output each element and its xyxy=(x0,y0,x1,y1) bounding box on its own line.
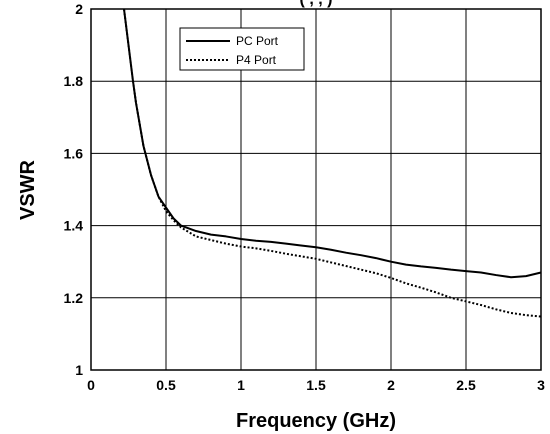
series-line-pc-port xyxy=(123,8,542,279)
x-tick-label: 3 xyxy=(537,377,545,393)
legend-label-pc-port: PC Port xyxy=(236,34,279,48)
x-tick-label: 2.5 xyxy=(456,377,476,393)
x-tick-label: 0.5 xyxy=(156,377,176,393)
legend-label-p4-port: P4 Port xyxy=(236,53,277,67)
y-tick-label: 1.6 xyxy=(64,145,84,161)
x-tick-label: 1 xyxy=(237,377,245,393)
x-axis-title: Frequency (GHz) xyxy=(236,410,396,432)
chart-title-partial: ( , , ) xyxy=(300,0,333,8)
y-tick-label: 2 xyxy=(75,1,83,17)
x-tick-label: 0 xyxy=(87,377,95,393)
y-tick-label: 1.4 xyxy=(64,218,84,234)
y-tick-label: 1.2 xyxy=(64,290,84,306)
series-line-p4-port xyxy=(123,8,542,318)
legend: PC Port P4 Port xyxy=(179,27,305,71)
y-axis-title: VSWR xyxy=(17,159,39,220)
legend-box xyxy=(179,27,305,71)
y-tick-label: 1.8 xyxy=(64,73,84,89)
y-tick-label: 1 xyxy=(75,362,83,378)
x-tick-label: 2 xyxy=(387,377,395,393)
x-tick-label: 1.5 xyxy=(306,377,326,393)
